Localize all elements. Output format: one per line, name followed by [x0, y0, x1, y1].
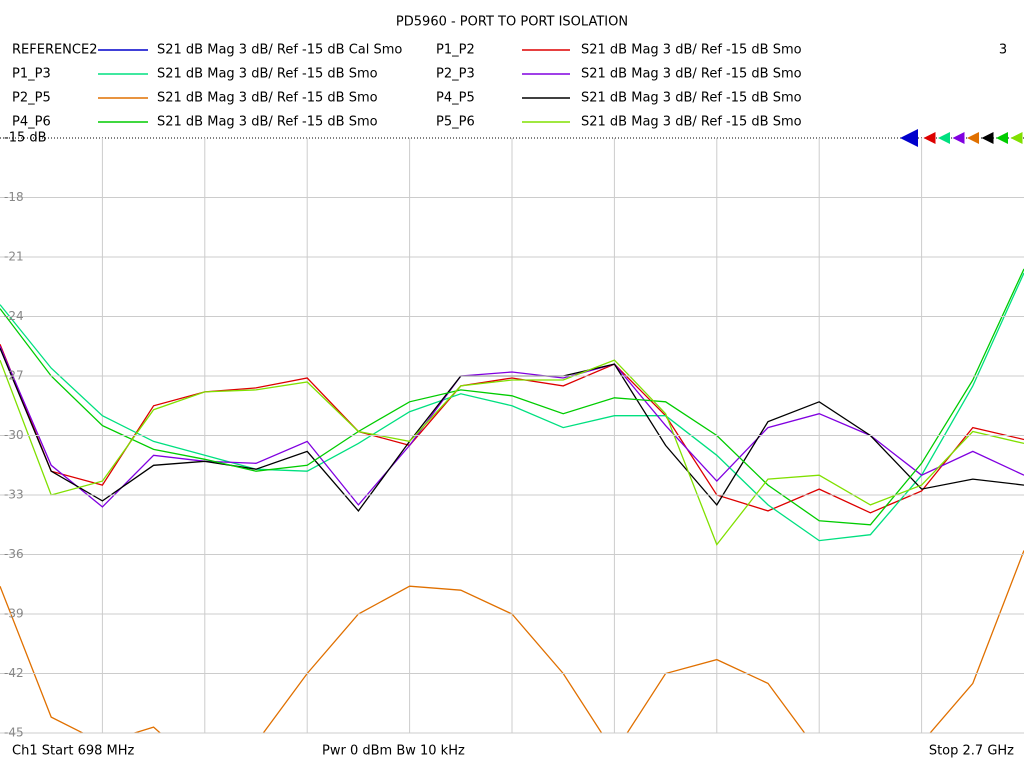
chart-title: PD5960 - PORT TO PORT ISOLATION [396, 15, 628, 30]
legend-trace-label: S21 dB Mag 3 dB/ Ref -15 dB Smo [581, 67, 802, 82]
reference-marker [952, 132, 965, 144]
start-label: Ch1 Start 698 MHz [12, 744, 135, 759]
legend-name: P5_P6 [436, 115, 475, 130]
y-tick-label: -21 [4, 250, 24, 264]
reference-marker [1010, 132, 1023, 144]
legend-trace-label: S21 dB Mag 3 dB/ Ref -15 dB Cal Smo [157, 43, 402, 58]
legend-name: P4_P6 [12, 115, 51, 130]
settings-label: Pwr 0 dBm Bw 10 kHz [322, 744, 465, 759]
y-tick-label: -24 [4, 309, 24, 323]
y-tick-label: -18 [4, 190, 24, 204]
reference-marker [938, 132, 950, 144]
trace-line [0, 272, 1024, 542]
y-tick-label: -27 [4, 369, 24, 383]
y-tick-label: -15 dB [4, 131, 47, 146]
legend-name: REFERENCE2 [12, 43, 97, 58]
legend-name: P2_P3 [436, 67, 475, 82]
y-tick-label: -39 [4, 607, 24, 621]
y-tick-label: -45 [4, 726, 24, 740]
legend-name: P4_P5 [436, 91, 475, 106]
trace-line [0, 268, 1024, 526]
legend-trace-label: S21 dB Mag 3 dB/ Ref -15 dB Smo [157, 91, 378, 106]
legend-trace-label: S21 dB Mag 3 dB/ Ref -15 dB Smo [157, 67, 378, 82]
trace-line [0, 346, 1024, 508]
reference-marker [900, 129, 918, 147]
y-tick-label: -30 [4, 428, 24, 442]
y-tick-label: -42 [4, 666, 24, 680]
stop-label: Stop 2.7 GHz [929, 744, 1014, 759]
reference-marker [996, 132, 1008, 144]
trace-line [0, 344, 1024, 514]
legend-name: P1_P2 [436, 43, 475, 58]
reference-marker [923, 132, 936, 144]
trace-number: 3 [999, 43, 1007, 58]
y-tick-label: -33 [4, 488, 24, 502]
legend-name: P1_P3 [12, 67, 51, 82]
reference-marker [981, 132, 994, 144]
legend-name: P2_P5 [12, 91, 51, 106]
legend-trace-label: S21 dB Mag 3 dB/ Ref -15 dB Smo [157, 115, 378, 130]
legend-trace-label: S21 dB Mag 3 dB/ Ref -15 dB Smo [581, 115, 802, 130]
reference-marker [967, 132, 979, 144]
legend-trace-label: S21 dB Mag 3 dB/ Ref -15 dB Smo [581, 91, 802, 106]
y-tick-label: -36 [4, 547, 24, 561]
legend-trace-label: S21 dB Mag 3 dB/ Ref -15 dB Smo [581, 43, 802, 58]
